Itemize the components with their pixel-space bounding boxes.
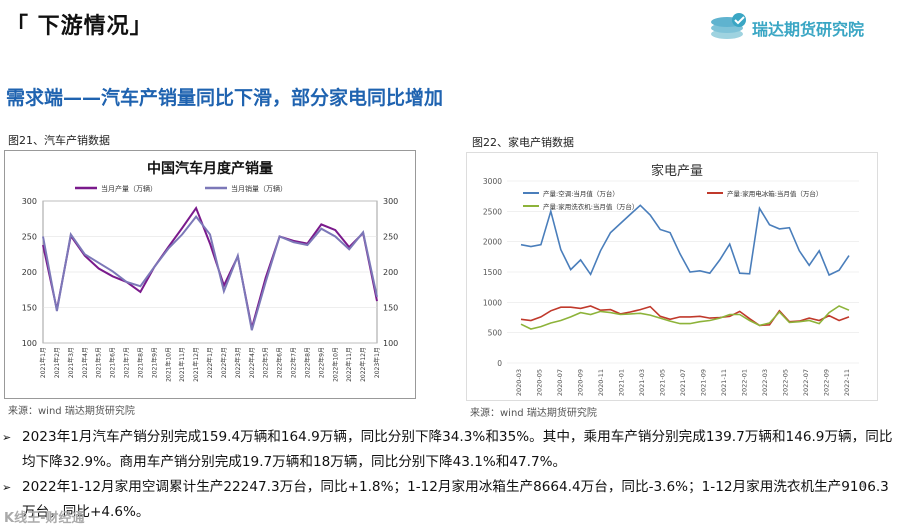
x-tick-label: 2022年1月 <box>206 347 214 378</box>
bullet-item: ➢ 2023年1月汽车产销分别完成159.4万辆和164.9万辆，同比分别下降34… <box>0 425 900 475</box>
x-tick-label: 2020-09 <box>577 369 585 396</box>
legend-label: 产量:家用电冰箱:当月值（万台） <box>727 189 822 198</box>
section-subtitle: 需求端——汽车产销量同比下滑，部分家电同比增加 <box>6 87 444 109</box>
x-tick-label: 2021年9月 <box>150 347 158 378</box>
x-tick-label: 2021-01 <box>618 369 626 396</box>
x-tick-label: 2022年2月 <box>220 347 228 378</box>
x-tick-label: 2022年12月 <box>359 347 367 382</box>
x-tick-label: 2022年6月 <box>276 347 284 378</box>
x-tick-label: 2020-03 <box>515 369 523 396</box>
legend-label: 产量:家用洗衣机:当月值（万台） <box>543 202 638 211</box>
x-tick-label: 2022年7月 <box>290 347 298 378</box>
car-production-sales-chart: 中国汽车月度产销量 100 100 150 150 200 200 250 250 300 300 2… <box>22 160 399 382</box>
x-tick-label: 2021年8月 <box>136 347 144 378</box>
x-tick-label: 2022年4月 <box>248 347 256 378</box>
y-tick-label-right: 200 <box>383 268 398 277</box>
y-tick-label-left: 300 <box>22 197 37 206</box>
x-tick-label: 2021年7月 <box>123 347 131 378</box>
logo-text: 瑞达期货研究院 <box>752 20 865 39</box>
x-tick-label: 2021年6月 <box>109 347 117 378</box>
bullet-text: 2023年1月汽车产销分别完成159.4万辆和164.9万辆，同比分别下降34.… <box>22 429 893 470</box>
legend-label: 产量:空调:当月值（万台） <box>543 189 619 198</box>
x-tick-label: 2022年10月 <box>331 347 339 382</box>
x-tick-label: 2021-09 <box>700 369 708 396</box>
y-tick-label: 3000 <box>483 177 502 186</box>
bullet-list: ➢ 2023年1月汽车产销分别完成159.4万辆和164.9万辆，同比分别下降34… <box>0 425 900 525</box>
x-tick-label: 2021年11月 <box>178 347 186 382</box>
y-tick-label-left: 200 <box>22 268 37 277</box>
x-tick-label: 2021年4月 <box>81 347 89 378</box>
x-tick-label: 2020-11 <box>597 369 605 396</box>
x-tick-label: 2022-09 <box>823 369 831 396</box>
x-tick-label: 2021-03 <box>638 369 646 396</box>
y-tick-label-left: 150 <box>22 304 37 313</box>
bullet-text: 2022年1-12月家用空调累计生产22247.3万台，同比+1.8%；1-12… <box>22 479 889 520</box>
x-tick-label: 2021年3月 <box>67 347 75 378</box>
series-line <box>520 305 850 330</box>
y-tick-label: 2500 <box>483 207 502 216</box>
x-tick-label: 2021-11 <box>720 369 728 396</box>
arrow-bullet-icon: ➢ <box>2 481 12 494</box>
y-tick-label-right: 150 <box>383 304 398 313</box>
series-line <box>520 305 850 327</box>
y-tick-label: 1000 <box>483 298 502 307</box>
x-tick-label: 2022-11 <box>843 369 851 396</box>
x-tick-label: 2022年5月 <box>262 347 270 378</box>
home-appliance-production-chart: 家电产量 0 500 1000 1500 2000 2500 3000 2020-03 2020-… <box>483 163 859 396</box>
y-tick-label: 1500 <box>483 268 502 277</box>
x-tick-label: 2022年8月 <box>303 347 311 378</box>
x-tick-label: 2021年10月 <box>164 347 172 382</box>
bullet-item: ➢ 2022年1-12月家用空调累计生产22247.3万台，同比+1.8%；1-1… <box>0 475 900 525</box>
x-tick-label: 2021-07 <box>679 369 687 396</box>
chart-title: 家电产量 <box>651 163 703 179</box>
x-tick-label: 2022年11月 <box>345 347 353 382</box>
watermark: K线王-财经通 <box>4 511 85 526</box>
x-tick-label: 2021年1月 <box>39 347 47 378</box>
chart-title: 中国汽车月度产销量 <box>147 160 273 177</box>
series-line <box>42 205 378 329</box>
y-tick-label: 500 <box>488 329 503 338</box>
x-tick-label: 2022-01 <box>741 369 749 396</box>
logo-icon <box>711 13 746 39</box>
legend-label: 当月销量（万辆） <box>231 184 287 193</box>
series-line <box>42 214 378 331</box>
page-number: 4 <box>860 481 866 491</box>
y-tick-label: 2000 <box>483 238 502 247</box>
y-tick-label: 0 <box>497 359 502 368</box>
fig21-chart-frame: 中国汽车月度产销量 100 100 150 150 200 200 250 250 300 300 2… <box>4 150 416 399</box>
x-tick-label: 2020-07 <box>556 369 564 396</box>
x-tick-label: 2021-05 <box>659 369 667 396</box>
x-tick-label: 2021年5月 <box>95 347 103 378</box>
x-tick-label: 2022-07 <box>802 369 810 396</box>
x-tick-label: 2020-05 <box>536 369 544 396</box>
y-tick-label-right: 100 <box>383 339 398 348</box>
x-tick-label: 2021年2月 <box>53 347 61 378</box>
fig22-chart-frame: 家电产量 0 500 1000 1500 2000 2500 3000 2020-03 2020-… <box>466 152 878 401</box>
x-tick-label: 2022年9月 <box>317 347 325 378</box>
x-tick-label: 2022年3月 <box>234 347 242 378</box>
y-tick-label-right: 250 <box>383 233 398 242</box>
series-line <box>520 204 850 277</box>
y-tick-label-left: 100 <box>22 339 37 348</box>
y-tick-label-right: 300 <box>383 197 398 206</box>
arrow-bullet-icon: ➢ <box>2 431 12 444</box>
fig22-source: 来源：wind 瑞达期货研究院 <box>470 408 597 419</box>
x-tick-label: 2021年12月 <box>192 347 200 382</box>
legend-label: 当月产量（万辆） <box>101 184 157 193</box>
fig21-source: 来源：wind 瑞达期货研究院 <box>8 406 135 417</box>
y-tick-label-left: 250 <box>22 233 37 242</box>
x-tick-label: 2022-05 <box>782 369 790 396</box>
x-tick-label: 2022-03 <box>761 369 769 396</box>
x-tick-label: 2023年1月 <box>373 347 381 378</box>
page-title: 「 下游情况」 <box>6 14 153 39</box>
fig21-label: 图21、汽车产销数据 <box>8 134 110 147</box>
fig22-label: 图22、家电产销数据 <box>472 136 574 149</box>
